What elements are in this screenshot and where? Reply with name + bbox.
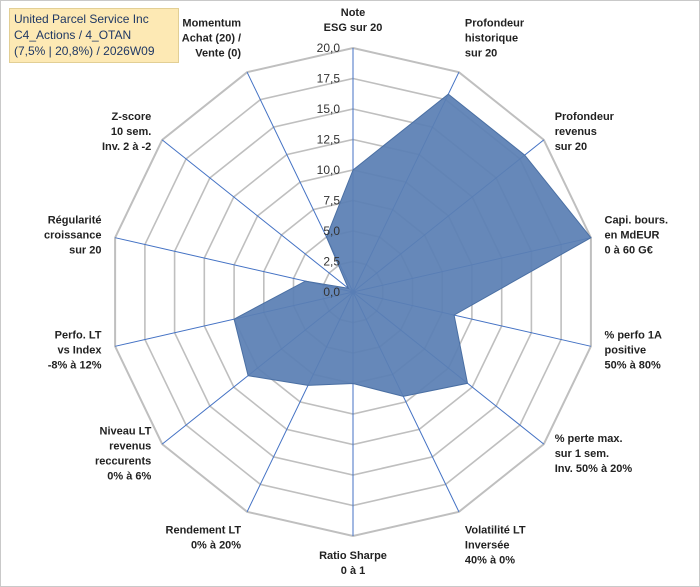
tick-label: 12,5 xyxy=(317,133,341,147)
axis-label-line: Perfo. LT xyxy=(55,329,102,341)
axis-label-line: revenus xyxy=(555,126,597,138)
tick-label: 15,0 xyxy=(317,102,341,116)
axis-label-line: sur 20 xyxy=(69,245,101,257)
axis-label-line: sur 20 xyxy=(465,48,497,60)
axis-label-line: 10 sem. xyxy=(111,126,151,138)
axis-label-line: Régularité xyxy=(48,215,102,227)
axis-label: Ratio Sharpe 0 à 1 xyxy=(319,550,387,577)
axis-label-line: reccurents xyxy=(95,455,151,467)
axis-label-line: 0% à 6% xyxy=(107,470,151,482)
axis-label: Rendement LT 0% à 20% xyxy=(166,524,242,551)
axis-label-line: positive xyxy=(605,344,647,356)
tick-label: 5,0 xyxy=(323,224,340,238)
axis-label: Capi. bours. en MdEUR 0 à 60 G€ xyxy=(605,215,669,257)
info-title: United Parcel Service Inc xyxy=(14,12,149,26)
axis-label-line: Rendement LT xyxy=(166,524,242,536)
axis-label-line: croissance xyxy=(44,230,101,242)
axis-label: Profondeur revenus sur 20 xyxy=(555,111,615,153)
tick-label: 7,5 xyxy=(323,194,340,208)
axis-label: % perfo 1A positive 50% à 80% xyxy=(605,329,663,371)
axis-label-line: 0 à 1 xyxy=(341,565,365,577)
axis-label: Profondeur historique sur 20 xyxy=(465,18,525,60)
axis-spoke xyxy=(161,139,354,293)
axis-label: % perte max. sur 1 sem. Inv. 50% à 20% xyxy=(555,433,633,475)
info-period: (7,5% | 20,8%) / 2026W09 xyxy=(14,44,155,58)
axis-label-line: Profondeur xyxy=(465,18,525,30)
axis-label-line: sur 20 xyxy=(555,141,587,153)
axis-label-line: Ratio Sharpe xyxy=(319,550,387,562)
axis-label-line: Momentum xyxy=(182,18,241,30)
axis-label: Note ESG sur 20 xyxy=(324,7,383,34)
axis-label-line: Achat (20) / xyxy=(182,33,241,45)
tick-label: 0,0 xyxy=(323,285,340,299)
axis-label-line: % perte max. xyxy=(555,433,623,445)
axis-label: Régularité croissance sur 20 xyxy=(44,215,101,257)
info-category: C4_Actions / 4_OTAN xyxy=(14,28,132,42)
axis-label-line: ESG sur 20 xyxy=(324,22,383,34)
axis-label: Niveau LT revenus reccurents 0% à 6% xyxy=(95,425,152,482)
axis-label-line: Volatilité LT xyxy=(465,524,526,536)
axis-label-line: Note xyxy=(341,7,365,19)
axis-label-line: 50% à 80% xyxy=(605,359,661,371)
series-area xyxy=(233,93,592,397)
axis-label-line: Niveau LT xyxy=(100,425,152,437)
axis-label: Perfo. LT vs Index -8% à 12% xyxy=(48,329,103,371)
info-box: United Parcel Service Inc C4_Actions / 4… xyxy=(9,8,179,63)
axis-label-line: -8% à 12% xyxy=(48,359,102,371)
axis-label-line: 0% à 20% xyxy=(191,539,241,551)
tick-label: 20,0 xyxy=(317,41,341,55)
axis-label-line: 0 à 60 G€ xyxy=(605,245,653,257)
tick-label: 10,0 xyxy=(317,163,341,177)
axis-label: Volatilité LT Inversée 40% à 0% xyxy=(465,524,526,566)
axis-label-line: 40% à 0% xyxy=(465,554,515,566)
axis-label-line: historique xyxy=(465,33,518,45)
axis-label-line: Inversée xyxy=(465,539,510,551)
axis-label-line: Vente (0) xyxy=(195,48,241,60)
tick-label: 2,5 xyxy=(323,255,340,269)
axis-label-line: vs Index xyxy=(57,344,102,356)
tick-label: 17,5 xyxy=(317,72,341,86)
axis-label: Momentum Achat (20) / Vente (0) xyxy=(182,18,242,60)
axis-label: Z-score 10 sem. Inv. 2 à -2 xyxy=(102,111,151,153)
axis-label-line: Inv. 50% à 20% xyxy=(555,463,633,475)
axis-label-line: en MdEUR xyxy=(605,230,660,242)
axis-label-line: revenus xyxy=(109,440,151,452)
axis-label-line: Inv. 2 à -2 xyxy=(102,141,151,153)
axis-label-line: Capi. bours. xyxy=(605,215,669,227)
axis-label-line: Profondeur xyxy=(555,111,615,123)
axis-label-line: % perfo 1A xyxy=(605,329,663,341)
axis-label-line: Z-score xyxy=(112,111,152,123)
axis-label-line: sur 1 sem. xyxy=(555,448,609,460)
